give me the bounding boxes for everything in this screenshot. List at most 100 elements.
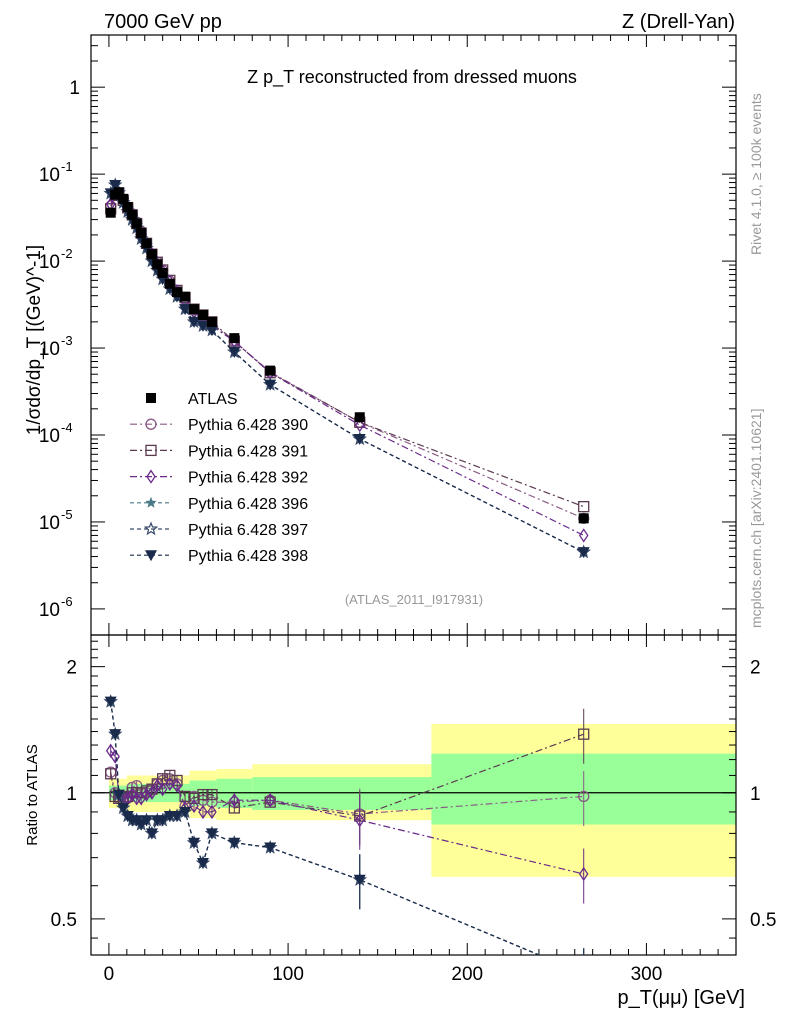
ratio-point bbox=[354, 813, 365, 828]
process-label: Z (Drell-Yan) bbox=[622, 11, 735, 33]
data-point bbox=[205, 325, 218, 337]
data-point bbox=[180, 291, 191, 302]
legend-marker bbox=[145, 444, 157, 457]
ratio-tick-label: 2 bbox=[66, 658, 77, 679]
ratio-point bbox=[353, 874, 366, 886]
series-atlas bbox=[105, 187, 589, 524]
series-line-main bbox=[110, 183, 584, 553]
x-axis-label: p_T(μμ) [GeV] bbox=[617, 987, 745, 1009]
data-point bbox=[578, 513, 589, 524]
data-point bbox=[179, 304, 192, 316]
data-point bbox=[105, 207, 116, 218]
data-point bbox=[172, 287, 182, 298]
y-tick-label: 10 bbox=[39, 165, 60, 186]
legend-label: Pythia 6.428 392 bbox=[188, 470, 308, 487]
main-frame bbox=[90, 34, 737, 636]
y-tick-label: 10 bbox=[39, 252, 60, 273]
ratio-tick-label-right: 2 bbox=[750, 658, 761, 679]
data-point bbox=[578, 500, 590, 513]
legend-label: Pythia 6.428 397 bbox=[188, 522, 308, 539]
data-point bbox=[265, 365, 276, 376]
data-point bbox=[131, 218, 142, 229]
y-axis-label: 1/σdσ/dp_T [(GeV)^-1] bbox=[24, 245, 45, 435]
data-point bbox=[109, 179, 122, 191]
ratio-point bbox=[578, 728, 590, 740]
series-line-main bbox=[110, 192, 584, 519]
legend-label: Pythia 6.428 391 bbox=[188, 443, 308, 460]
data-point bbox=[197, 309, 208, 320]
legend-label: Pythia 6.428 398 bbox=[188, 548, 308, 565]
band-green bbox=[252, 777, 432, 810]
y-tick-label-exponent: -3 bbox=[61, 333, 73, 348]
ratio-point bbox=[156, 815, 169, 827]
legend-label: Pythia 6.428 396 bbox=[188, 496, 308, 513]
ratio-point bbox=[198, 804, 208, 820]
ratio-point bbox=[578, 968, 589, 979]
series-s392 bbox=[105, 185, 589, 543]
ratio-point bbox=[117, 802, 130, 814]
data-point bbox=[152, 259, 163, 270]
ratio-series-s392 bbox=[105, 743, 589, 904]
y-tick-label: 10 bbox=[39, 339, 60, 360]
analysis-id: (ATLAS_2011_I917931) bbox=[345, 592, 483, 607]
data-point bbox=[229, 333, 240, 344]
chart-title: Z p_T reconstructed from dressed muons bbox=[247, 67, 577, 88]
ratio-point bbox=[171, 811, 183, 823]
legend-marker bbox=[143, 521, 159, 536]
ratio-point bbox=[140, 815, 153, 827]
ratio-point bbox=[578, 969, 590, 980]
data-point bbox=[189, 304, 200, 315]
ratio-point bbox=[228, 837, 241, 849]
data-point bbox=[157, 267, 168, 278]
ratio-point bbox=[145, 828, 158, 840]
ratio-point bbox=[112, 789, 125, 801]
ratio-point bbox=[179, 806, 192, 818]
data-point bbox=[188, 316, 201, 328]
ratio-point bbox=[141, 787, 152, 802]
data-point bbox=[577, 547, 590, 559]
ratio-point bbox=[189, 798, 199, 814]
ratio-point bbox=[110, 749, 120, 764]
data-point bbox=[164, 278, 175, 289]
data-point bbox=[264, 379, 277, 391]
data-point bbox=[118, 193, 129, 204]
x-tick-label: 0 bbox=[104, 964, 115, 985]
x-tick-label: 200 bbox=[451, 964, 483, 985]
data-point bbox=[146, 249, 157, 260]
legend-marker bbox=[145, 550, 157, 562]
ratio-point bbox=[196, 857, 209, 869]
y-tick-label-exponent: -6 bbox=[61, 594, 73, 609]
x-tick-label: 100 bbox=[272, 964, 304, 985]
series-line-main bbox=[110, 183, 584, 553]
ratio-point bbox=[105, 768, 117, 780]
ratio-point bbox=[147, 785, 157, 800]
ratio-point bbox=[165, 776, 175, 792]
y-tick-label-exponent: -2 bbox=[61, 246, 73, 261]
series-line-main bbox=[110, 192, 584, 536]
y-tick-label: 10 bbox=[39, 426, 60, 447]
series-line-ratio bbox=[110, 733, 584, 817]
legend-label: ATLAS bbox=[188, 391, 238, 408]
series-s397 bbox=[103, 177, 591, 559]
ratio-series-s398 bbox=[104, 696, 590, 980]
y-tick-label-exponent: -4 bbox=[61, 420, 73, 435]
legend-marker bbox=[146, 469, 156, 484]
series-s396 bbox=[105, 179, 590, 557]
ratio-point bbox=[206, 788, 218, 801]
data-point bbox=[353, 433, 366, 445]
ratio-point bbox=[131, 791, 142, 806]
y-tick-label-exponent: -5 bbox=[61, 507, 73, 522]
x-tick-label: 300 bbox=[631, 964, 663, 985]
y-tick-label: 10 bbox=[39, 600, 60, 621]
data-point bbox=[578, 528, 589, 543]
legend-label: Pythia 6.428 390 bbox=[188, 417, 308, 434]
series-line-main bbox=[110, 183, 584, 553]
rivet-label: Rivet 4.1.0, ≥ 100k events bbox=[748, 93, 764, 255]
ratio-point bbox=[265, 793, 275, 808]
data-point bbox=[136, 228, 147, 239]
data-point bbox=[206, 316, 217, 327]
ratio-point bbox=[205, 828, 218, 840]
ratio-point bbox=[264, 842, 277, 854]
legend-marker bbox=[146, 393, 156, 403]
data-point bbox=[354, 412, 365, 423]
